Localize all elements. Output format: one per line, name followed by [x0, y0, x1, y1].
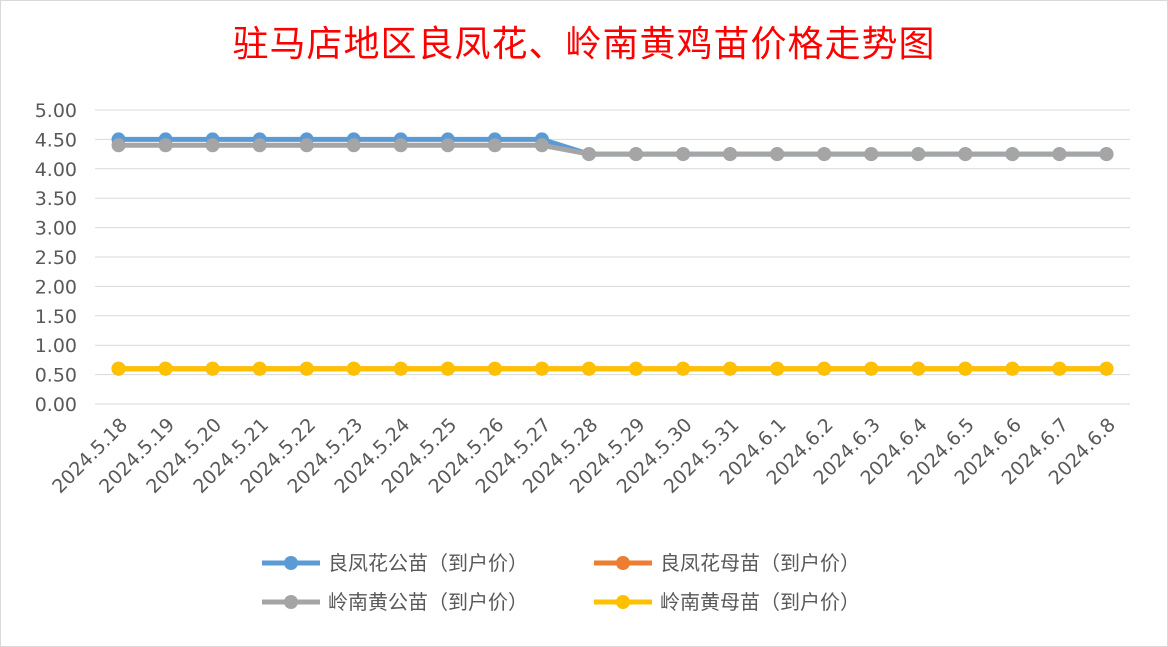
data-point: [534, 361, 549, 376]
y-tick-label: 1.00: [35, 335, 77, 357]
data-point: [111, 138, 126, 153]
series-line: [118, 142, 1107, 157]
data-point: [1052, 361, 1067, 376]
data-point: [1005, 147, 1020, 162]
data-point: [958, 147, 973, 162]
legend-item: 岭南黄母苗（到户价）: [594, 590, 860, 614]
data-point: [158, 138, 173, 153]
data-point: [817, 361, 832, 376]
legend: 良凤花公苗（到户价） 良凤花母苗（到户价） 岭南黄公苗（到户价） 岭南黄母苗（到户价）: [262, 551, 860, 614]
data-point: [770, 361, 785, 376]
data-point: [205, 361, 220, 376]
legend-label: 良凤花母苗（到户价）: [660, 551, 860, 575]
y-tick-label: 1.50: [35, 306, 77, 328]
y-axis-ticks: 0.00 0.50 1.00 1.50 2.00 2.50 3.00 3.50 4.00 4.50…: [35, 100, 77, 416]
legend-marker: [284, 595, 298, 609]
data-point: [1052, 147, 1067, 162]
legend-marker: [616, 556, 630, 570]
data-point: [676, 147, 691, 162]
data-point: [817, 147, 832, 162]
y-tick-label: 2.50: [35, 247, 77, 269]
data-point: [440, 361, 455, 376]
data-point: [723, 361, 738, 376]
data-point: [393, 361, 408, 376]
legend-item: 良凤花母苗（到户价）: [594, 551, 860, 575]
series-4: [111, 361, 1114, 376]
data-point: [299, 361, 314, 376]
legend-label: 良凤花公苗（到户价）: [328, 551, 528, 575]
data-point: [158, 361, 173, 376]
data-point: [111, 361, 126, 376]
data-point: [487, 361, 502, 376]
series-3: [111, 138, 1114, 162]
data-point: [1099, 361, 1114, 376]
data-point: [205, 138, 220, 153]
legend-item: 岭南黄公苗（到户价）: [262, 590, 528, 614]
data-point: [1099, 147, 1114, 162]
y-tick-label: 4.50: [35, 129, 77, 151]
y-tick-label: 0.00: [35, 394, 77, 416]
data-point: [958, 361, 973, 376]
legend-marker: [284, 556, 298, 570]
data-point: [393, 138, 408, 153]
legend-item: 良凤花公苗（到户价）: [262, 551, 528, 575]
data-point: [770, 147, 785, 162]
data-point: [1005, 361, 1020, 376]
x-axis-ticks: 2024.5.182024.5.192024.5.202024.5.212024…: [48, 414, 1120, 498]
y-tick-label: 5.00: [35, 100, 77, 122]
series-lines: [111, 132, 1114, 376]
data-point: [629, 361, 644, 376]
data-point: [864, 147, 879, 162]
legend-marker: [616, 595, 630, 609]
data-point: [864, 361, 879, 376]
data-point: [629, 147, 644, 162]
data-point: [676, 361, 691, 376]
y-tick-label: 4.00: [35, 159, 77, 181]
data-point: [440, 138, 455, 153]
data-point: [346, 361, 361, 376]
data-point: [911, 147, 926, 162]
data-point: [581, 361, 596, 376]
data-point: [346, 138, 361, 153]
data-point: [723, 147, 738, 162]
y-tick-label: 3.50: [35, 188, 77, 210]
legend-label: 岭南黄母苗（到户价）: [660, 590, 860, 614]
y-tick-label: 3.00: [35, 218, 77, 240]
data-point: [487, 138, 502, 153]
chart-title: 驻马店地区良凤花、岭南黄鸡苗价格走势图: [232, 24, 936, 65]
data-point: [252, 361, 267, 376]
data-point: [911, 361, 926, 376]
data-point: [299, 138, 314, 153]
data-point: [252, 138, 267, 153]
data-point: [534, 138, 549, 153]
y-tick-label: 0.50: [35, 365, 77, 387]
y-tick-label: 2.00: [35, 276, 77, 298]
data-point: [581, 147, 596, 162]
legend-label: 岭南黄公苗（到户价）: [328, 590, 528, 614]
